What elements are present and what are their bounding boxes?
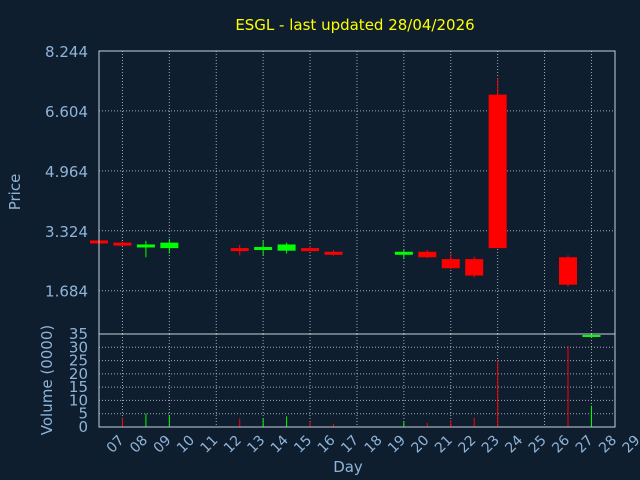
- x-tick-label: 23: [479, 433, 503, 457]
- price-tick-label: 8.244: [45, 43, 88, 61]
- x-tick-label: 08: [127, 433, 151, 457]
- candles: [90, 78, 601, 337]
- volume-tick-label: 15: [69, 378, 88, 396]
- price-tick-label: 3.324: [45, 223, 88, 241]
- volume-tick-label: 25: [69, 352, 88, 370]
- volume-bars: [98, 345, 592, 427]
- candle-body: [488, 94, 507, 249]
- x-tick-label: 27: [573, 433, 597, 457]
- x-tick-label: 28: [596, 433, 620, 457]
- volume-tick-label: 10: [69, 391, 88, 409]
- x-tick-label: 14: [268, 432, 292, 456]
- x-tick-label: 07: [104, 433, 128, 457]
- volume-axis-label: Volume (0000): [38, 325, 56, 435]
- x-tick-label: 21: [432, 433, 456, 457]
- x-tick-label: 09: [151, 433, 175, 457]
- x-tick-label: 12: [221, 433, 245, 457]
- tick-labels: 8.2446.6044.9643.3241.684353025201510500…: [45, 43, 640, 456]
- x-axis-label: Day: [333, 458, 363, 476]
- candle-body: [160, 242, 179, 249]
- x-tick-label: 26: [549, 432, 573, 456]
- chart-title: ESGL - last updated 28/04/2026: [235, 16, 474, 34]
- candle-body: [301, 248, 320, 252]
- price-tick-label: 6.604: [45, 103, 88, 121]
- x-tick-label: 16: [315, 432, 339, 456]
- candle-body: [465, 259, 484, 276]
- x-tick-label: 22: [455, 433, 479, 457]
- x-tick-label: 20: [409, 433, 433, 457]
- candle-body: [136, 244, 155, 248]
- volume-panel-frame: [98, 333, 616, 428]
- candle-body: [394, 251, 413, 255]
- x-tick-label: 25: [526, 433, 550, 457]
- x-tick-label: 29: [620, 433, 640, 457]
- candle-body: [441, 259, 460, 269]
- price-tick-label: 1.684: [45, 283, 88, 301]
- x-tick-label: 11: [198, 433, 222, 457]
- volume-tick-label: 35: [69, 325, 88, 343]
- volume-tick-label: 0: [78, 418, 88, 436]
- price-tick-label: 4.964: [45, 163, 88, 181]
- candle-body: [113, 242, 132, 246]
- price-axis-label: Price: [6, 174, 24, 211]
- x-tick-label: 15: [291, 433, 315, 457]
- volume-grid: [99, 333, 615, 428]
- x-tick-label: 13: [244, 433, 268, 457]
- candle-body: [230, 248, 249, 252]
- volume-tick-label: 20: [69, 365, 88, 383]
- candle-body: [559, 257, 577, 285]
- x-tick-label: 19: [385, 433, 409, 457]
- volume-tick-label: 30: [69, 338, 88, 356]
- candle-body: [277, 244, 296, 251]
- candle-body: [418, 251, 437, 258]
- x-tick-label: 24: [502, 432, 526, 456]
- price-grid: [99, 50, 615, 334]
- x-tick-label: 17: [338, 433, 362, 457]
- candle-body: [254, 247, 273, 251]
- volume-tick-label: 5: [78, 405, 88, 423]
- latest-day-marker: [582, 335, 601, 337]
- x-tick-label: 10: [174, 433, 198, 457]
- candle-body: [324, 251, 343, 255]
- x-tick-label: 18: [362, 433, 386, 457]
